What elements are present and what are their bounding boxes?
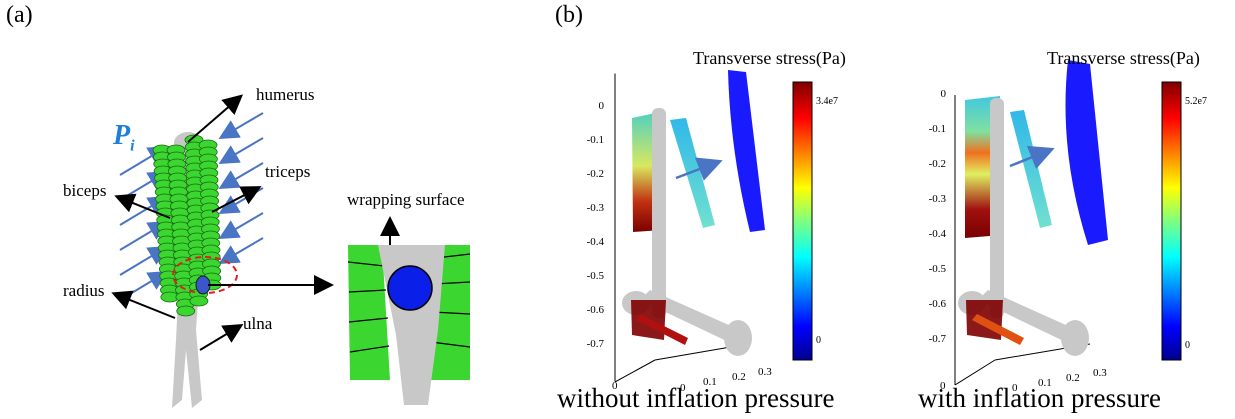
x-tick-2-1: 0.1 bbox=[1038, 377, 1052, 389]
plot-with-pressure bbox=[954, 60, 1182, 386]
wrapping-surface-label: wrapping surface bbox=[347, 190, 465, 209]
panel-b-label: (b) bbox=[555, 2, 583, 28]
biceps-arrow bbox=[114, 193, 171, 219]
pressure-symbol: Pi bbox=[113, 120, 135, 155]
humerus-label: humerus bbox=[256, 85, 315, 104]
wrap-zoom-inset bbox=[347, 245, 471, 405]
biceps-label: biceps bbox=[63, 181, 107, 200]
radius-label: radius bbox=[63, 281, 105, 300]
z-tick-label: -0.4 bbox=[586, 236, 604, 248]
z-tick-label: -0.2 bbox=[586, 168, 604, 180]
z-tick-label: -0.1 bbox=[928, 123, 946, 135]
z-tick-label: -0.5 bbox=[928, 263, 946, 275]
z-tick-label: -0.4 bbox=[928, 228, 946, 240]
z-tick-label: 0 bbox=[598, 100, 605, 112]
z-tick-label: -0.6 bbox=[586, 304, 604, 316]
wrap-highlight-ellipse bbox=[172, 256, 238, 294]
x-axis-1 bbox=[654, 343, 749, 361]
humerus-arrow bbox=[187, 94, 244, 143]
colorbar-max-2: 5.2e7 bbox=[1185, 96, 1207, 107]
x-tick-2-3: 0.3 bbox=[1093, 367, 1107, 379]
z-tick-label: -0.3 bbox=[928, 193, 946, 205]
triceps-label: triceps bbox=[265, 162, 311, 181]
colorbar-max-1: 3.4e7 bbox=[816, 96, 838, 107]
z-tick-label: -0.7 bbox=[928, 333, 946, 345]
ulna-label: ulna bbox=[243, 314, 273, 333]
y-tick-1: 0 bbox=[612, 380, 618, 392]
caption-without-pressure: without inflation pressure bbox=[557, 383, 835, 413]
arm-muscle-diagram bbox=[111, 94, 471, 408]
z-tick-label: 0 bbox=[940, 88, 947, 100]
x-tick-1-3: 0.3 bbox=[758, 366, 772, 378]
panel-a-label: (a) bbox=[6, 2, 33, 28]
colorbar-min-1: 0 bbox=[816, 335, 821, 346]
colorbar-title-1: Transverse stress(Pa) bbox=[693, 48, 846, 68]
x-tick-1-0: 0 bbox=[680, 382, 686, 394]
x-tick-1-2: 0.2 bbox=[732, 371, 746, 383]
plot-without-pressure bbox=[614, 70, 813, 383]
wrap-circle bbox=[387, 265, 433, 311]
wrap-surface-small bbox=[195, 275, 211, 295]
colorbar-title-2: Transverse stress(Pa) bbox=[1047, 48, 1200, 68]
colorbar-2 bbox=[1161, 81, 1182, 361]
triceps-arrow bbox=[211, 186, 262, 213]
radius-arrow bbox=[111, 290, 176, 319]
x-tick-1-1: 0.1 bbox=[703, 376, 717, 388]
z-tick-label: -0.6 bbox=[928, 298, 946, 310]
y-axis-1 bbox=[614, 359, 656, 383]
x-tick-2-0: 0 bbox=[1012, 382, 1018, 394]
z-tick-label: -0.7 bbox=[586, 338, 604, 350]
z-tick-label: -0.5 bbox=[586, 270, 604, 282]
ulna-arrow bbox=[199, 323, 244, 351]
z-tick-label: -0.3 bbox=[586, 202, 604, 214]
x-tick-2-2: 0.2 bbox=[1066, 372, 1080, 384]
colorbar-min-2: 0 bbox=[1185, 340, 1190, 351]
colorbar-1 bbox=[792, 81, 813, 361]
z-tick-label: -0.2 bbox=[928, 158, 946, 170]
caption-with-pressure: with inflation pressure bbox=[918, 383, 1161, 413]
muscle-bundles bbox=[152, 134, 222, 317]
y-tick-2: 0 bbox=[940, 380, 946, 392]
z-tick-label: -0.1 bbox=[586, 134, 604, 146]
